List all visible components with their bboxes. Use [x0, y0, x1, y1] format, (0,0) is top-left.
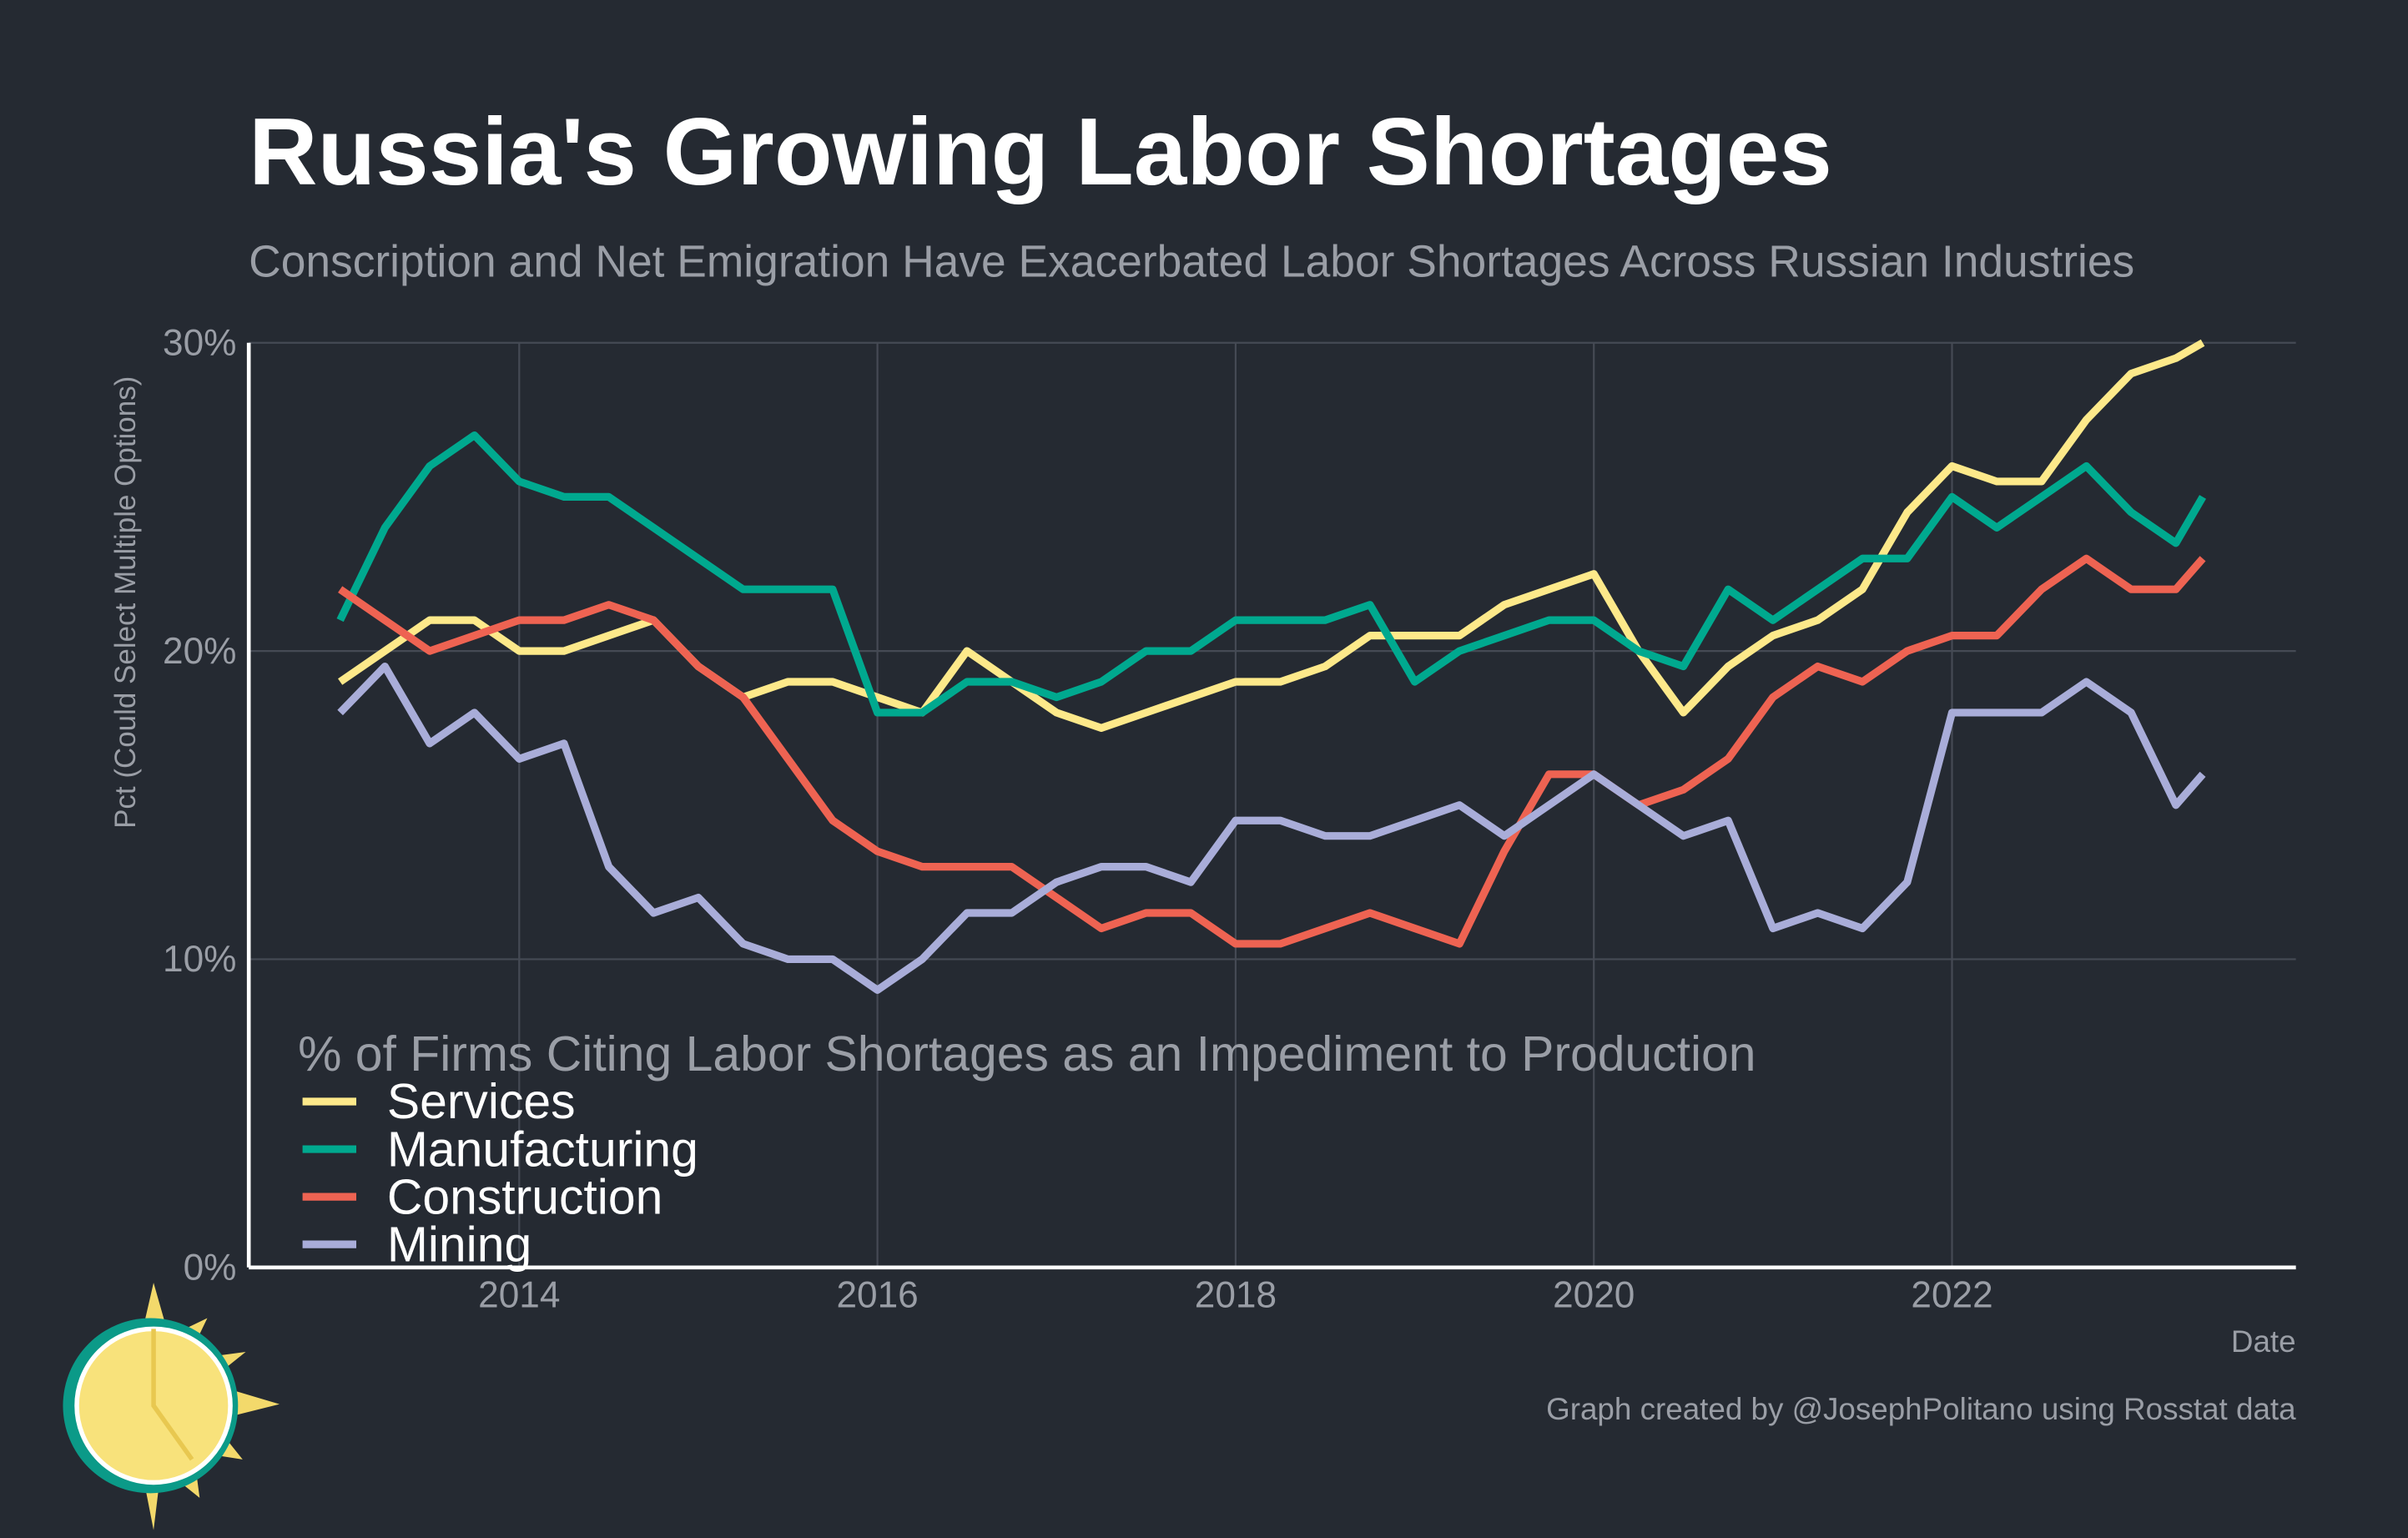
- y-tick-label: 30%: [163, 322, 236, 363]
- y-tick-label: 0%: [184, 1247, 237, 1288]
- plot-area: 0% 10% 20% 30% 2014 2016 2018 2020 2022 % of Firm…: [163, 322, 2296, 1316]
- chart-subtitle: Conscription and Net Emigration Have Exa…: [249, 238, 2134, 287]
- legend-label: Mining: [387, 1218, 531, 1272]
- x-tick-label: 2022: [1911, 1275, 1992, 1316]
- y-axis-label: Pct (Could Select Multiple Options): [109, 376, 142, 829]
- x-tick-label: 2016: [836, 1275, 918, 1316]
- x-axis-label: Date: [2231, 1324, 2296, 1359]
- legend-label: Manufacturing: [387, 1122, 698, 1177]
- y-tick-label: 20%: [163, 631, 236, 672]
- legend-label: Services: [387, 1075, 576, 1129]
- caption: Graph created by @JosephPolitano using R…: [1546, 1392, 2296, 1426]
- series-line: [337, 662, 2206, 994]
- series-line: [336, 431, 2207, 717]
- x-tick-label: 2020: [1553, 1275, 1635, 1316]
- legend-label: Construction: [387, 1170, 663, 1224]
- y-tick-label: 10%: [163, 939, 236, 980]
- logo: [63, 1283, 280, 1530]
- legend-title: % of Firms Citing Labor Shortages as an …: [298, 1027, 1756, 1082]
- x-tick-label: 2018: [1195, 1275, 1277, 1316]
- x-tick-label: 2014: [478, 1275, 560, 1316]
- chart-title: Russia's Growing Labor Shortages: [249, 99, 1832, 205]
- series-line: [338, 554, 2206, 948]
